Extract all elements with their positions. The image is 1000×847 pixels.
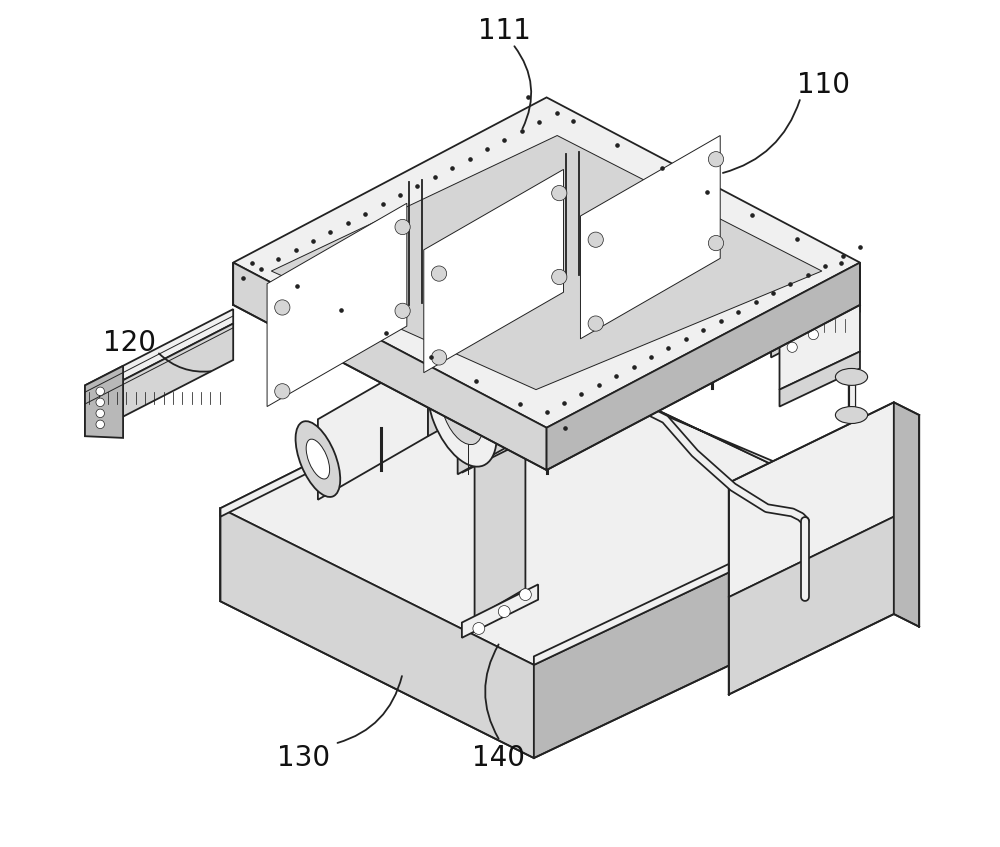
Polygon shape [85, 366, 123, 438]
Polygon shape [462, 419, 538, 473]
Circle shape [395, 219, 410, 235]
Polygon shape [462, 584, 538, 638]
Ellipse shape [685, 278, 704, 310]
Polygon shape [780, 267, 860, 390]
Text: 140: 140 [472, 744, 525, 772]
Text: 110: 110 [797, 70, 850, 99]
Circle shape [96, 420, 104, 429]
Polygon shape [771, 269, 860, 328]
Circle shape [431, 266, 447, 281]
Circle shape [96, 387, 104, 396]
Polygon shape [85, 324, 233, 436]
Circle shape [787, 321, 797, 331]
Circle shape [498, 606, 510, 617]
Text: 111: 111 [478, 17, 531, 46]
Polygon shape [271, 136, 822, 390]
Circle shape [588, 232, 603, 247]
Circle shape [708, 152, 724, 167]
Polygon shape [424, 169, 564, 373]
Polygon shape [771, 282, 860, 357]
Circle shape [588, 316, 603, 331]
Circle shape [552, 269, 567, 285]
Polygon shape [458, 284, 580, 474]
Ellipse shape [835, 368, 868, 385]
Polygon shape [475, 424, 525, 618]
Circle shape [708, 235, 724, 251]
Circle shape [96, 398, 104, 407]
Ellipse shape [306, 439, 330, 479]
Polygon shape [585, 258, 695, 390]
Polygon shape [580, 136, 720, 339]
Circle shape [395, 303, 410, 318]
Polygon shape [780, 352, 860, 407]
Circle shape [808, 308, 818, 318]
Circle shape [96, 409, 104, 418]
Polygon shape [729, 517, 894, 695]
Polygon shape [233, 97, 860, 428]
Text: 130: 130 [277, 744, 330, 772]
Polygon shape [534, 508, 864, 758]
Polygon shape [267, 203, 407, 407]
Polygon shape [85, 309, 233, 400]
Ellipse shape [441, 380, 483, 445]
Ellipse shape [296, 421, 340, 497]
Polygon shape [547, 263, 860, 470]
Polygon shape [318, 356, 428, 500]
Polygon shape [729, 402, 894, 597]
Polygon shape [220, 352, 864, 665]
Circle shape [473, 623, 485, 634]
Circle shape [787, 342, 797, 352]
Ellipse shape [835, 407, 868, 424]
Circle shape [431, 350, 447, 365]
Text: 120: 120 [103, 329, 156, 357]
Circle shape [552, 185, 567, 201]
Polygon shape [220, 352, 864, 665]
Polygon shape [894, 402, 919, 627]
Polygon shape [428, 337, 462, 436]
Circle shape [808, 329, 818, 340]
Ellipse shape [427, 358, 497, 467]
Circle shape [519, 589, 531, 601]
Polygon shape [220, 508, 534, 758]
Polygon shape [233, 263, 547, 470]
Circle shape [275, 300, 290, 315]
Circle shape [275, 384, 290, 399]
Polygon shape [619, 263, 695, 373]
Ellipse shape [678, 265, 712, 323]
